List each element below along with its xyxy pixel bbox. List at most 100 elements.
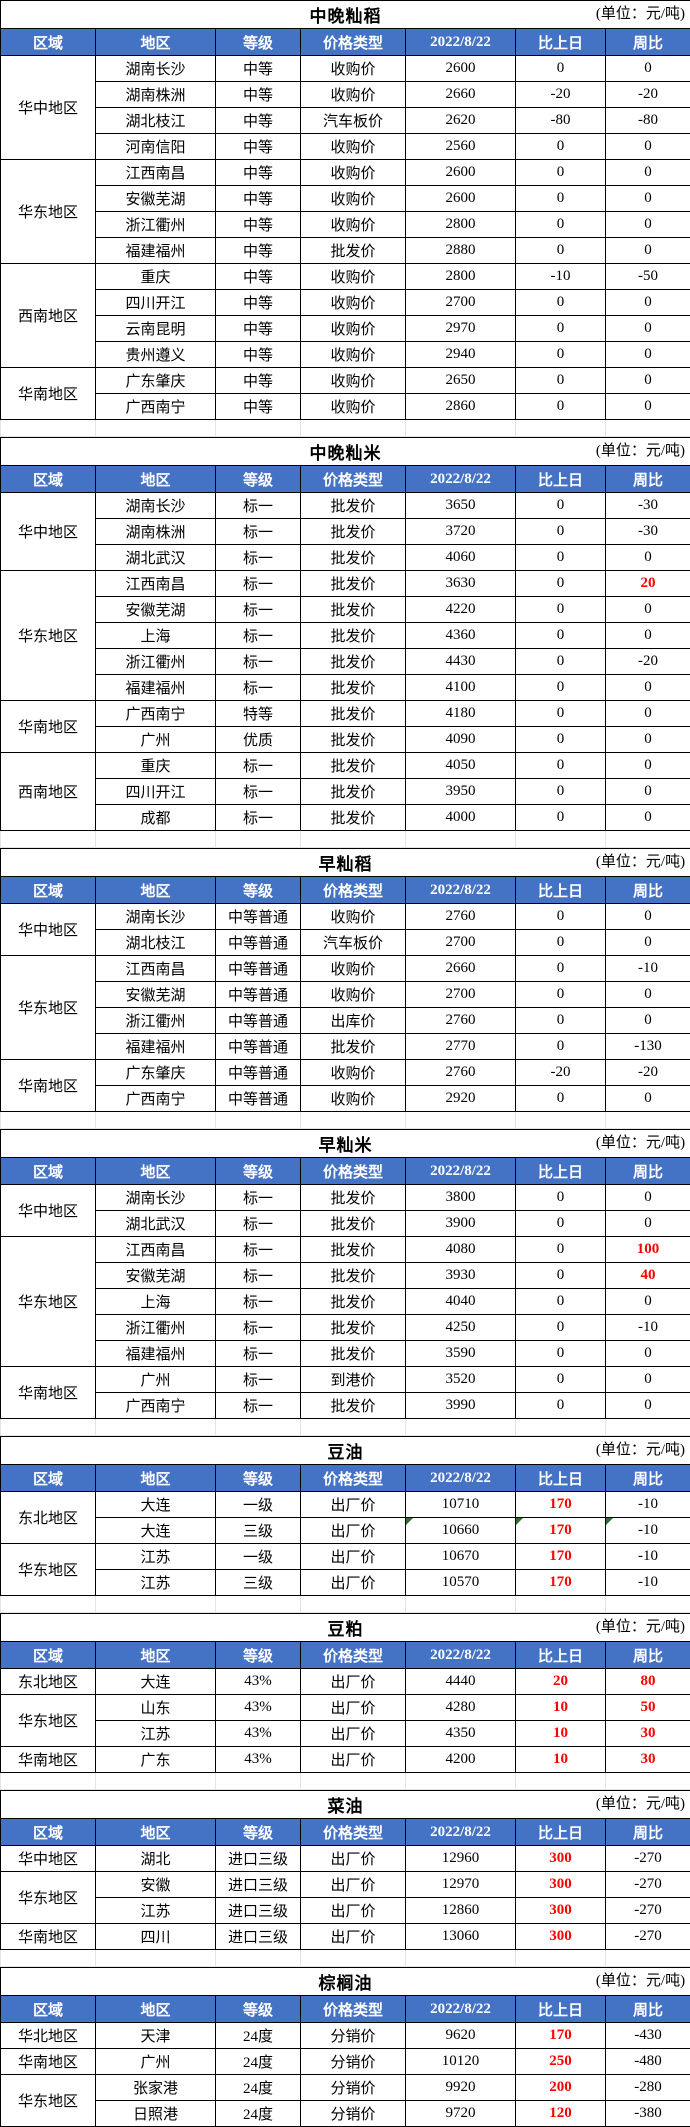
area-cell: 安徽芜湖	[96, 186, 216, 212]
col-header-date: 2022/8/22	[406, 1642, 516, 1669]
price-type-cell: 批发价	[301, 649, 406, 675]
col-header-grade: 等级	[216, 1465, 301, 1492]
section-title-cell: 豆油(单位：元/吨)	[1, 1437, 690, 1465]
spacer-cell	[216, 420, 301, 437]
spacer-cell	[216, 1112, 301, 1129]
col-header-price-type: 价格类型	[301, 877, 406, 904]
col-header-grade: 等级	[216, 466, 301, 493]
grade-cell: 中等普通	[216, 904, 301, 930]
week-change-cell: 40	[606, 1263, 690, 1289]
price-type-cell: 到港价	[301, 1367, 406, 1393]
area-cell: 湖北	[96, 1846, 216, 1872]
region-cell: 华东地区	[1, 1695, 96, 1747]
price-type-cell: 收购价	[301, 56, 406, 82]
week-change-cell: -280	[606, 2075, 690, 2101]
section-title-cell: 中晚籼米(单位：元/吨)	[1, 438, 690, 466]
price-type-cell: 批发价	[301, 597, 406, 623]
week-change-cell: -130	[606, 1034, 690, 1060]
week-change-cell: -10	[606, 1518, 690, 1544]
day-change-cell: 170	[516, 1570, 606, 1596]
price-type-cell: 批发价	[301, 1034, 406, 1060]
region-cell: 华中地区	[1, 1185, 96, 1237]
day-change-cell: 300	[516, 1924, 606, 1950]
price-cell: 10660	[406, 1518, 516, 1544]
col-header-price-type: 价格类型	[301, 29, 406, 56]
week-change-cell: -270	[606, 1872, 690, 1898]
area-cell: 湖南长沙	[96, 56, 216, 82]
section-spacer	[0, 831, 690, 848]
spacer-cell	[1, 1112, 96, 1129]
week-change-cell: 0	[606, 212, 690, 238]
week-change-cell: 0	[606, 1008, 690, 1034]
grade-cell: 24度	[216, 2101, 301, 2127]
price-cell: 2760	[406, 904, 516, 930]
spacer-cell	[301, 1112, 406, 1129]
price-cell: 2800	[406, 264, 516, 290]
spacer-cell	[516, 420, 606, 437]
area-cell: 安徽芜湖	[96, 982, 216, 1008]
region-cell: 华东地区	[1, 571, 96, 701]
day-change-cell: 0	[516, 675, 606, 701]
col-header-week-change: 周比	[606, 1819, 690, 1846]
col-header-date: 2022/8/22	[406, 1819, 516, 1846]
section-title-wrap: 中晚籼稻(单位：元/吨)	[1, 1, 690, 28]
area-cell: 江苏	[96, 1544, 216, 1570]
day-change-cell: 0	[516, 1263, 606, 1289]
section-title-cell: 早籼米(单位：元/吨)	[1, 1130, 690, 1158]
grade-cell: 中等	[216, 238, 301, 264]
spacer-cell	[406, 1950, 516, 1967]
region-cell: 西南地区	[1, 753, 96, 831]
price-cell: 4090	[406, 727, 516, 753]
area-cell: 安徽芜湖	[96, 1263, 216, 1289]
section-title-wrap: 早籼米(单位：元/吨)	[1, 1130, 690, 1157]
grade-cell: 24度	[216, 2075, 301, 2101]
day-change-cell: 0	[516, 238, 606, 264]
spacer-cell	[516, 1419, 606, 1436]
price-cell: 3950	[406, 779, 516, 805]
price-type-cell: 批发价	[301, 1263, 406, 1289]
section-spacer	[0, 1950, 690, 1967]
col-header-day-change: 比上日	[516, 877, 606, 904]
price-cell: 3900	[406, 1211, 516, 1237]
section-title: 早籼稻	[319, 850, 373, 875]
day-change-cell: 0	[516, 1086, 606, 1112]
price-type-cell: 批发价	[301, 1237, 406, 1263]
grade-cell: 中等	[216, 316, 301, 342]
price-type-cell: 出厂价	[301, 1747, 406, 1773]
day-change-cell: 0	[516, 701, 606, 727]
grade-cell: 中等普通	[216, 1086, 301, 1112]
week-change-cell: -80	[606, 108, 690, 134]
area-cell: 日照港	[96, 2101, 216, 2127]
unit-label: (单位：元/吨)	[596, 849, 685, 876]
week-change-cell: 80	[606, 1669, 690, 1695]
price-cell: 3650	[406, 493, 516, 519]
region-cell: 华南地区	[1, 368, 96, 420]
spacer-cell	[406, 1596, 516, 1613]
area-cell: 湖南长沙	[96, 493, 216, 519]
spacer-row	[1, 1596, 690, 1613]
col-header-region: 区域	[1, 466, 96, 493]
day-change-cell: 0	[516, 805, 606, 831]
price-type-cell: 出厂价	[301, 1669, 406, 1695]
grade-cell: 标一	[216, 545, 301, 571]
area-cell: 湖南长沙	[96, 904, 216, 930]
area-cell: 广西南宁	[96, 394, 216, 420]
week-change-cell: 0	[606, 930, 690, 956]
price-type-cell: 出厂价	[301, 1570, 406, 1596]
week-change-cell: 30	[606, 1747, 690, 1773]
week-change-cell: 0	[606, 623, 690, 649]
region-cell: 华南地区	[1, 1060, 96, 1112]
grade-cell: 标一	[216, 1315, 301, 1341]
week-change-cell: -270	[606, 1846, 690, 1872]
week-change-cell: 0	[606, 1393, 690, 1419]
